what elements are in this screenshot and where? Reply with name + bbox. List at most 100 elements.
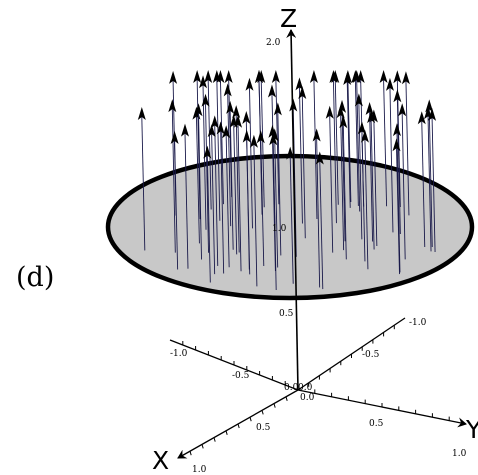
vector-arrow-shaft	[227, 93, 232, 227]
vector-arrow-shaft	[364, 139, 369, 270]
vector-arrow-shaft	[340, 115, 345, 251]
vector-arrow-head	[210, 115, 219, 129]
vector-arrow-shaft	[301, 95, 306, 239]
vector-arrow-shaft	[373, 119, 378, 247]
vector-arrow-shaft	[383, 79, 388, 207]
vector-arrow-head	[336, 105, 345, 119]
vector-arrow-shaft	[253, 144, 258, 287]
x-axis-tick	[237, 423, 240, 429]
vector-arrow-head	[245, 77, 254, 91]
vector-arrow-shaft	[141, 116, 146, 251]
vector-arrow-head	[170, 131, 179, 145]
vector-arrow-head	[357, 121, 366, 135]
vector-arrow-shaft	[332, 79, 337, 224]
vector-arrow-head	[312, 128, 321, 142]
vector-arrow-shaft	[354, 79, 359, 206]
vector-arrow-shaft	[298, 87, 303, 224]
vector-arrow-shaft	[369, 112, 374, 242]
vector-arrow-head	[204, 70, 213, 83]
vector-arrow-shaft	[184, 133, 189, 269]
vector-arrow-head	[256, 130, 265, 144]
vector-arrow-head	[232, 105, 241, 119]
vector-arrow-shaft	[329, 115, 334, 253]
vector-arrow-head	[242, 129, 251, 143]
tick-z-05: 0.5	[279, 309, 294, 319]
vector-arrow-shaft	[319, 161, 324, 290]
vector-arrow-head	[379, 70, 388, 83]
vector-arrow-shaft	[196, 79, 201, 220]
x-axis-tick	[201, 444, 204, 449]
vector-arrow-head	[216, 121, 225, 135]
vector-arrow-head	[329, 70, 338, 83]
vector-arrow-shaft	[207, 79, 212, 210]
vector-arrow-shaft	[427, 116, 432, 252]
vector-arrow-shaft	[225, 135, 230, 268]
tick-z-1: 1.0	[272, 224, 287, 234]
vector-arrow-shaft	[334, 79, 339, 205]
vector-arrow-head	[199, 75, 208, 89]
vector-arrow-shaft	[216, 79, 221, 221]
vector-arrow-shaft	[260, 140, 265, 267]
vector-arrow-shaft	[249, 87, 253, 229]
vector-arrow-shaft	[396, 99, 401, 235]
tick-y-pos-1: 1.0	[452, 449, 467, 459]
tick-x-neg-1: -1.0	[170, 349, 188, 359]
x-axis-tick	[249, 417, 252, 422]
vector-arrow-shaft	[206, 155, 211, 283]
vector-arrow-shaft	[421, 121, 426, 248]
vector-arrow-head	[428, 107, 437, 121]
vector-arrow-shaft	[275, 79, 280, 205]
vector-arrow-shaft	[220, 131, 225, 274]
vector-arrow-shaft	[347, 79, 352, 202]
tick-y-neg-05: -0.5	[362, 350, 380, 360]
tick-x-pos-1: 1.0	[192, 465, 207, 475]
axis-ticks-back	[182, 325, 395, 387]
x-axis-tick	[213, 437, 216, 442]
vector-arrow-shaft	[358, 103, 363, 240]
vector-arrow-head	[393, 70, 402, 84]
vector-arrow-shaft	[211, 134, 216, 275]
vector-arrow-shaft	[341, 109, 346, 242]
vector-arrow-head	[352, 70, 361, 83]
vector-arrow-shaft	[274, 138, 279, 268]
vector-arrow-head	[194, 103, 203, 117]
tick-origin-y: 0.0	[300, 393, 315, 403]
vector-arrow-shaft	[260, 79, 265, 208]
vector-arrow-shaft	[233, 124, 238, 255]
x-axis-tick	[261, 410, 264, 415]
axis-ticks-front	[189, 389, 450, 456]
vector-arrow-shaft	[342, 125, 347, 260]
z-axis	[286, 29, 299, 391]
vector-arrow-shaft	[370, 120, 375, 250]
vector-arrow-head	[354, 93, 363, 107]
vector-arrow-head	[295, 77, 304, 91]
vector-arrow-head	[398, 103, 407, 117]
x-axis-tick	[273, 403, 276, 408]
vector-arrow-head	[207, 124, 216, 138]
vector-arrow-shaft	[272, 142, 277, 291]
vector-arrow-head	[385, 77, 394, 91]
tick-origin-z: 0.0	[298, 383, 313, 393]
vector-arrow-shaft	[401, 113, 406, 260]
vector-arrow-head	[169, 70, 178, 84]
vector-arrow-head	[367, 110, 376, 124]
vector-arrow-head	[137, 106, 146, 120]
z-axis-label: Z	[280, 4, 297, 33]
tick-x-neg-05: -0.5	[232, 371, 250, 381]
vector-arrow-head	[222, 125, 231, 139]
vector-arrow-head	[180, 123, 189, 137]
vector-arrow-head	[203, 145, 212, 159]
x-axis-tick	[189, 451, 192, 456]
vector-arrow-head	[273, 102, 282, 116]
vector-arrows	[137, 70, 437, 291]
vector-arrow-shaft	[198, 113, 202, 260]
vector-arrow-shaft	[237, 124, 242, 272]
tick-origin-x: 0.0	[284, 383, 299, 393]
vector-arrow-head	[193, 70, 202, 83]
vector-arrow-shaft	[277, 112, 282, 256]
panel-label: (d)	[16, 262, 55, 293]
vector-arrow-shaft	[171, 109, 176, 253]
tick-x-pos-05: 0.5	[256, 423, 271, 433]
vector-arrow-head	[286, 146, 295, 160]
